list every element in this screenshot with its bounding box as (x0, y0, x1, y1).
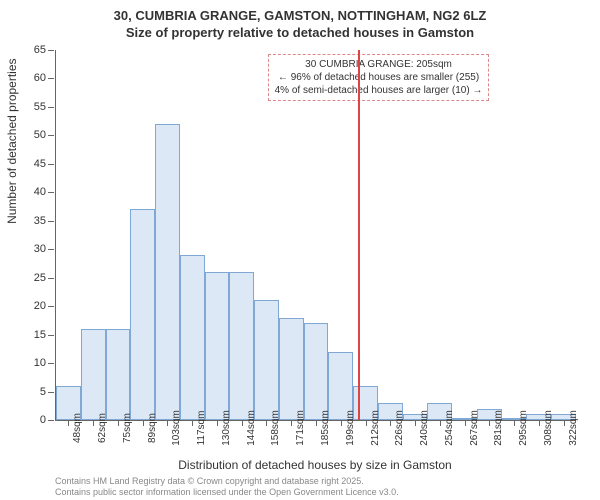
x-tick (564, 420, 565, 426)
x-axis-title: Distribution of detached houses by size … (55, 458, 575, 472)
y-tick (48, 335, 54, 336)
y-tick-label: 0 (40, 414, 46, 426)
x-tick (217, 420, 218, 426)
x-tick (192, 420, 193, 426)
histogram-bar (205, 272, 230, 420)
x-tick (118, 420, 119, 426)
y-tick-label: 45 (34, 158, 46, 170)
y-tick (48, 306, 54, 307)
footer-line-2: Contains public sector information licen… (55, 487, 399, 498)
histogram-bar (254, 300, 279, 420)
y-tick-label: 35 (34, 215, 46, 227)
x-tick-label: 281sqm (493, 410, 504, 446)
annotation-line-1: 30 CUMBRIA GRANGE: 205sqm (275, 58, 483, 71)
chart-container: 30, CUMBRIA GRANGE, GAMSTON, NOTTINGHAM,… (0, 0, 600, 500)
histogram-bar (81, 329, 106, 420)
x-tick (291, 420, 292, 426)
marker-line (358, 50, 360, 420)
x-tick (266, 420, 267, 426)
histogram-bar (106, 329, 131, 420)
y-tick (48, 392, 54, 393)
x-tick (242, 420, 243, 426)
x-tick (68, 420, 69, 426)
annotation-line-3: 4% of semi-detached houses are larger (1… (275, 84, 483, 97)
plot-area: 30 CUMBRIA GRANGE: 205sqm ← 96% of detac… (55, 50, 576, 421)
histogram-bar (279, 318, 304, 420)
annotation-line-2: ← 96% of detached houses are smaller (25… (275, 71, 483, 84)
y-tick (48, 278, 54, 279)
histogram-bar (130, 209, 155, 420)
x-tick (514, 420, 515, 426)
x-tick (415, 420, 416, 426)
histogram-bar (229, 272, 254, 420)
y-tick-label: 30 (34, 243, 46, 255)
y-tick-label: 10 (34, 357, 46, 369)
x-tick (167, 420, 168, 426)
x-tick-label: 254sqm (444, 410, 455, 446)
footer-line-1: Contains HM Land Registry data © Crown c… (55, 476, 399, 487)
chart-title: 30, CUMBRIA GRANGE, GAMSTON, NOTTINGHAM,… (0, 0, 600, 42)
x-tick (316, 420, 317, 426)
x-tick (341, 420, 342, 426)
y-tick-label: 65 (34, 44, 46, 56)
y-tick (48, 420, 54, 421)
title-line-1: 30, CUMBRIA GRANGE, GAMSTON, NOTTINGHAM,… (0, 8, 600, 25)
y-tick-label: 55 (34, 101, 46, 113)
y-tick-label: 5 (40, 386, 46, 398)
y-tick (48, 363, 54, 364)
y-tick-label: 50 (34, 129, 46, 141)
histogram-bar (155, 124, 180, 420)
histogram-bar (304, 323, 329, 420)
footer-text: Contains HM Land Registry data © Crown c… (55, 476, 399, 498)
x-tick-label: 322sqm (568, 410, 579, 446)
y-tick (48, 164, 54, 165)
y-tick-label: 15 (34, 329, 46, 341)
x-tick (489, 420, 490, 426)
y-tick-label: 40 (34, 186, 46, 198)
y-tick (48, 50, 54, 51)
y-tick-label: 20 (34, 300, 46, 312)
y-tick (48, 249, 54, 250)
title-line-2: Size of property relative to detached ho… (0, 25, 600, 42)
annotation-box: 30 CUMBRIA GRANGE: 205sqm ← 96% of detac… (268, 54, 490, 101)
x-tick (366, 420, 367, 426)
y-tick (48, 192, 54, 193)
x-tick (465, 420, 466, 426)
x-tick (390, 420, 391, 426)
x-tick (440, 420, 441, 426)
y-tick (48, 107, 54, 108)
x-tick (143, 420, 144, 426)
y-tick (48, 135, 54, 136)
x-tick (539, 420, 540, 426)
y-tick-label: 60 (34, 72, 46, 84)
y-tick (48, 221, 54, 222)
y-axis-title: Number of detached properties (5, 58, 19, 223)
x-tick (93, 420, 94, 426)
y-tick (48, 78, 54, 79)
y-tick-label: 25 (34, 272, 46, 284)
histogram-bar (180, 255, 205, 420)
